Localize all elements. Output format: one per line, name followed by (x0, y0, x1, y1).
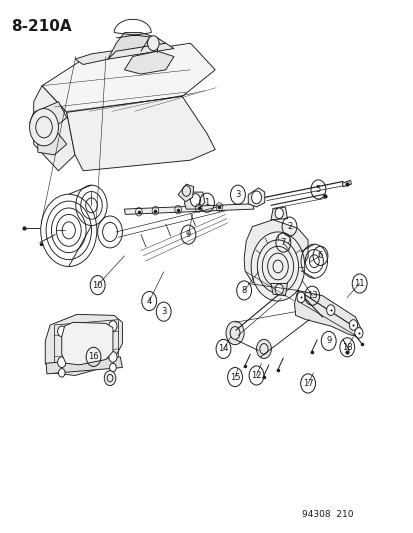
Circle shape (109, 364, 116, 372)
Text: 9: 9 (185, 230, 190, 239)
Circle shape (256, 340, 271, 359)
Text: 5: 5 (315, 185, 320, 194)
Polygon shape (42, 43, 215, 112)
Circle shape (190, 193, 200, 206)
Circle shape (57, 326, 66, 337)
Text: 2: 2 (286, 222, 292, 231)
Polygon shape (75, 43, 173, 64)
Circle shape (296, 292, 304, 303)
Text: 18: 18 (341, 343, 352, 352)
Text: 3: 3 (161, 307, 166, 316)
Text: 7: 7 (280, 238, 285, 247)
Polygon shape (270, 207, 287, 220)
Text: 8: 8 (241, 286, 246, 295)
Circle shape (274, 208, 282, 219)
Polygon shape (45, 314, 122, 375)
Circle shape (274, 284, 282, 295)
Polygon shape (248, 188, 264, 207)
Text: 3: 3 (235, 190, 240, 199)
Polygon shape (244, 220, 307, 284)
Polygon shape (29, 102, 66, 131)
Polygon shape (294, 290, 361, 337)
Circle shape (58, 368, 65, 377)
Polygon shape (66, 96, 215, 171)
Circle shape (349, 320, 357, 330)
Circle shape (147, 36, 159, 51)
Text: 9: 9 (325, 336, 330, 345)
Polygon shape (33, 86, 75, 171)
Text: 12: 12 (251, 371, 261, 380)
Polygon shape (184, 192, 204, 209)
Polygon shape (178, 184, 193, 201)
Text: 11: 11 (354, 279, 364, 288)
Text: 94308  210: 94308 210 (301, 510, 353, 519)
Circle shape (251, 191, 261, 204)
Text: 14: 14 (218, 344, 228, 353)
Circle shape (354, 328, 362, 338)
Text: 15: 15 (229, 373, 240, 382)
Text: 17: 17 (302, 379, 313, 388)
Text: 8-210A: 8-210A (11, 19, 71, 34)
Text: 6: 6 (317, 252, 323, 260)
Polygon shape (124, 204, 254, 214)
Circle shape (225, 321, 244, 345)
Circle shape (109, 321, 117, 332)
Circle shape (104, 370, 116, 385)
Polygon shape (108, 33, 165, 59)
Text: 4: 4 (146, 296, 152, 305)
Circle shape (326, 305, 334, 316)
Polygon shape (38, 134, 66, 155)
Circle shape (251, 232, 304, 301)
Polygon shape (124, 51, 173, 74)
Polygon shape (270, 284, 287, 296)
Circle shape (57, 357, 66, 368)
Circle shape (29, 109, 58, 146)
Polygon shape (62, 322, 113, 365)
Text: 13: 13 (306, 291, 317, 300)
Text: 1: 1 (204, 198, 209, 207)
Polygon shape (46, 357, 122, 374)
Text: 16: 16 (88, 352, 99, 361)
Polygon shape (342, 180, 351, 187)
Circle shape (109, 352, 117, 362)
Text: 10: 10 (92, 280, 103, 289)
